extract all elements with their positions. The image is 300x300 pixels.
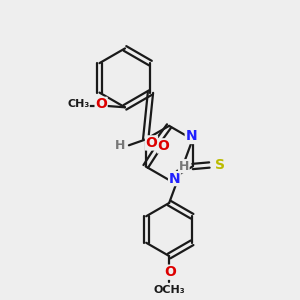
Text: O: O	[95, 98, 107, 111]
Text: OCH₃: OCH₃	[153, 285, 185, 295]
Text: N: N	[169, 172, 180, 186]
Text: O: O	[146, 136, 158, 150]
Text: S: S	[215, 158, 225, 172]
Text: O: O	[165, 265, 176, 279]
Text: H: H	[115, 139, 125, 152]
Text: O: O	[158, 139, 169, 153]
Text: CH₃: CH₃	[67, 99, 89, 110]
Text: N: N	[185, 130, 197, 143]
Text: H: H	[179, 160, 189, 173]
